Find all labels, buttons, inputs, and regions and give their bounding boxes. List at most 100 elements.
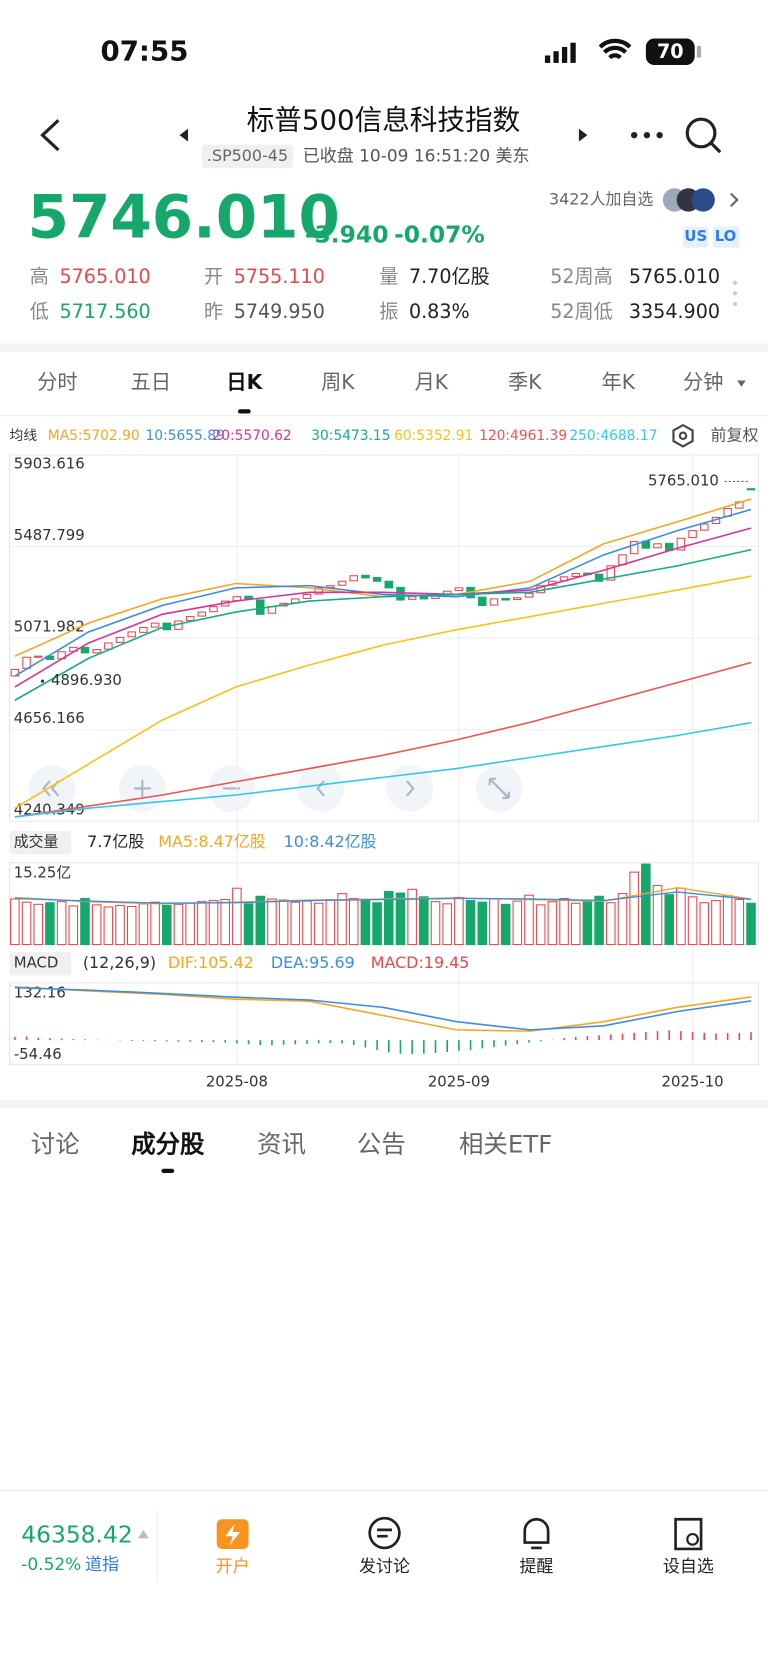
detail-tab[interactable]: 公告	[357, 1129, 406, 1158]
volume-bar	[56, 901, 67, 946]
ma-legend: 30:5473.15	[311, 428, 390, 444]
open-account-icon[interactable]	[216, 1519, 249, 1549]
macd-legend: DEA:95.69	[271, 953, 355, 972]
volume-bar	[559, 897, 569, 946]
footer-index-name[interactable]: 道指	[85, 1555, 119, 1575]
stat-label: 高	[30, 265, 49, 288]
candle	[478, 596, 487, 607]
volume-bar	[477, 901, 488, 946]
macd-legend: DIF:105.42	[168, 953, 254, 972]
volume-bar	[313, 902, 324, 946]
price-percent: -0.07%	[394, 221, 485, 249]
ma-legend: 60:5352.91	[394, 428, 473, 444]
ma-line	[14, 721, 752, 818]
volume-bar	[278, 899, 289, 946]
nav-label[interactable]: 设自选	[663, 1557, 714, 1577]
volume-bar	[197, 901, 207, 946]
stat-value: 0.83%	[409, 300, 470, 323]
volume-bar	[173, 903, 184, 946]
watchers-arrow[interactable]	[730, 192, 739, 208]
period-tab[interactable]: 季K	[508, 370, 542, 394]
wifi-icon	[598, 38, 632, 60]
macd-frame	[9, 982, 759, 1066]
volume-bar	[290, 901, 301, 946]
ma-line	[14, 575, 752, 809]
volume-bar	[10, 898, 20, 946]
volume-bar	[325, 898, 336, 946]
x-tick-label: 2025-09	[428, 1073, 490, 1091]
stat-value: 5749.950	[234, 300, 325, 323]
market-status: 已收盘 10-09 16:51:20 美东	[303, 146, 530, 166]
volume-bar	[395, 892, 406, 946]
period-tab[interactable]: 分时	[37, 370, 77, 394]
volume-ma-line	[14, 891, 752, 904]
ma-legend: 20:5570.62	[212, 428, 291, 444]
stat-value: 7.70亿股	[409, 265, 490, 288]
ma-legend: 10:5655.89	[146, 428, 225, 444]
macd-line	[14, 986, 752, 1032]
volume-bar	[185, 902, 195, 946]
stat-value: 3354.900	[629, 300, 720, 323]
nav-label[interactable]: 提醒	[519, 1557, 553, 1577]
search-button[interactable]	[685, 117, 722, 154]
volume-bar	[582, 899, 593, 946]
footer-arrow	[138, 1529, 149, 1539]
nav-label[interactable]: 发讨论	[359, 1557, 410, 1577]
y-tick-label: 132.16	[14, 983, 66, 1001]
adjust-mode[interactable]: 前复权	[711, 425, 759, 444]
macd-tag	[9, 952, 72, 976]
post-icon[interactable]	[368, 1516, 401, 1550]
back-button[interactable]	[40, 119, 60, 152]
volume-legend: 10:8.42亿股	[284, 832, 377, 851]
stat-value: 5765.010	[59, 265, 150, 288]
period-tab[interactable]: 五日	[131, 370, 171, 394]
ma-label: 均线	[10, 428, 38, 444]
volume-bar	[208, 900, 219, 946]
adjust-icon[interactable]	[672, 423, 694, 448]
y-tick-label: 5487.799	[14, 526, 85, 544]
y-tick-label: 4656.166	[14, 709, 85, 727]
volume-bar	[746, 902, 756, 946]
nav-label[interactable]: 开户	[216, 1557, 250, 1577]
tab-indicator	[161, 1168, 175, 1173]
candle	[372, 576, 382, 582]
candle	[653, 543, 662, 549]
period-tab[interactable]: 月K	[415, 370, 449, 394]
last-price: 5746.010	[28, 183, 340, 252]
more-button[interactable]	[630, 131, 663, 139]
watchlist-icon[interactable]	[674, 1517, 703, 1551]
alert-icon[interactable]	[523, 1517, 550, 1550]
period-tab[interactable]: 年K	[602, 370, 636, 394]
battery-icon	[645, 38, 695, 66]
detail-tab[interactable]: 成分股	[131, 1129, 205, 1158]
volume-bar	[372, 902, 382, 946]
stat-value: 5765.010	[629, 265, 720, 288]
next-index[interactable]	[578, 128, 588, 142]
panel-title: 成交量	[14, 833, 59, 851]
volume-bar	[21, 901, 32, 946]
period-tab[interactable]: 日K	[226, 370, 263, 394]
prev-index[interactable]	[179, 128, 189, 142]
volume-tag	[9, 830, 72, 855]
index-title: 标普500信息科技指数	[247, 103, 521, 136]
candle	[150, 622, 160, 628]
detail-tab[interactable]: 相关ETF	[459, 1129, 552, 1158]
detail-tab[interactable]: 讨论	[31, 1129, 80, 1158]
volume-bar	[220, 898, 230, 946]
period-tab[interactable]: 周K	[321, 370, 355, 394]
volume-bar	[606, 902, 616, 946]
volume-bar	[138, 903, 149, 946]
price-change: -3.940	[305, 221, 389, 249]
y-tick-label: 15.25亿	[14, 863, 71, 881]
candle	[688, 530, 697, 539]
stat-value: 5717.560	[59, 300, 150, 323]
stats-more[interactable]	[732, 280, 738, 307]
volume-bar	[570, 902, 581, 946]
detail-tab[interactable]: 资讯	[257, 1129, 306, 1158]
period-tab[interactable]: 分钟	[683, 370, 723, 394]
volume-bar	[348, 897, 359, 946]
candle	[501, 597, 510, 601]
volume-bar	[524, 894, 534, 946]
volume-bar	[419, 896, 429, 946]
